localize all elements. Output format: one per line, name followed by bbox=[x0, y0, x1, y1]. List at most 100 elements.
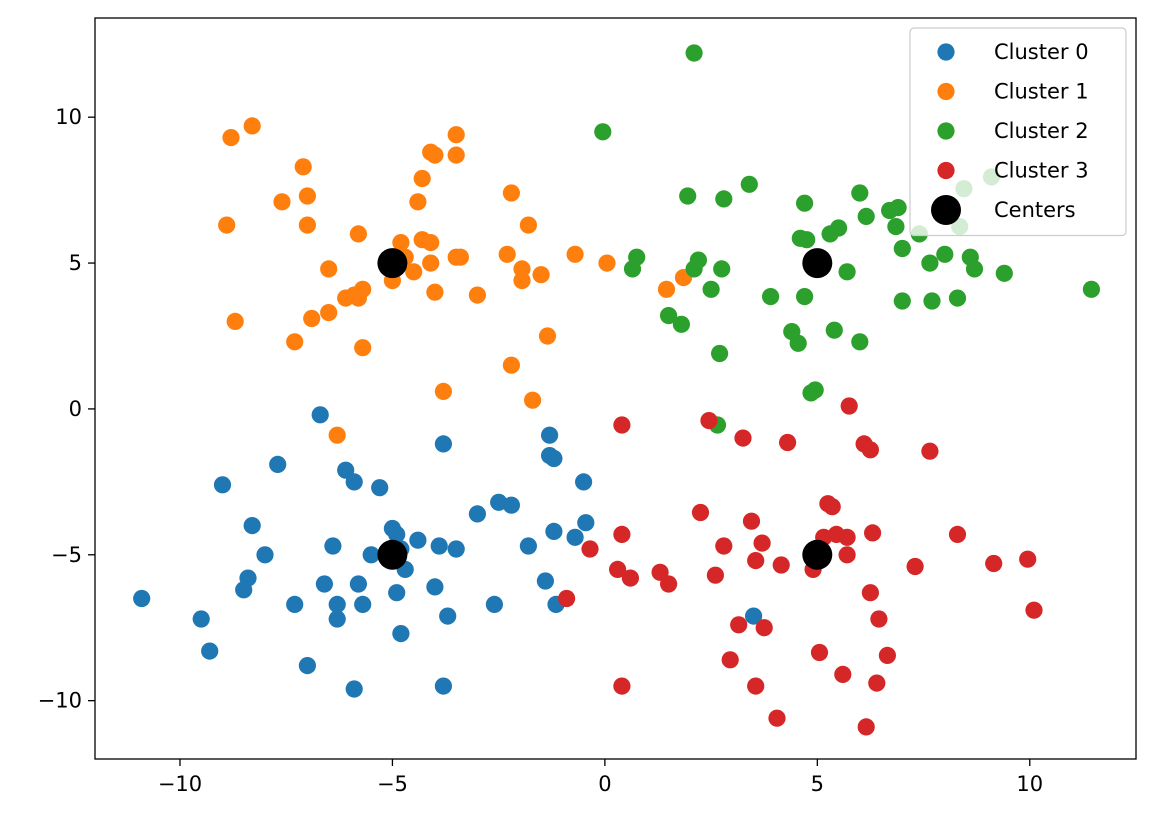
data-point-s0-40 bbox=[519, 537, 538, 555]
data-point-s0-49 bbox=[577, 514, 595, 532]
data-point-s3-22 bbox=[772, 556, 790, 574]
data-point-s0-13 bbox=[324, 537, 342, 555]
data-point-s1-8 bbox=[298, 216, 316, 234]
data-point-s3-37 bbox=[861, 584, 880, 602]
data-point-s1-0 bbox=[218, 216, 236, 234]
data-point-s1-37 bbox=[498, 245, 516, 263]
legend-label: Cluster 3 bbox=[994, 159, 1089, 183]
data-point-s0-48 bbox=[575, 473, 593, 491]
data-point-s2-9 bbox=[702, 280, 720, 298]
data-point-s0-8 bbox=[269, 455, 287, 473]
data-point-s2-2 bbox=[628, 248, 646, 266]
data-point-s0-26 bbox=[388, 584, 406, 602]
data-point-s2-3 bbox=[660, 307, 678, 325]
data-point-s1-4 bbox=[273, 193, 291, 211]
data-point-s1-35 bbox=[451, 248, 469, 266]
data-point-s1-2 bbox=[226, 312, 244, 330]
data-point-s3-23 bbox=[779, 433, 797, 452]
data-point-s3-38 bbox=[861, 441, 880, 459]
data-point-s3-41 bbox=[870, 610, 888, 628]
data-point-s0-50 bbox=[745, 607, 763, 625]
data-point-s1-18 bbox=[354, 339, 372, 357]
data-point-s1-43 bbox=[524, 391, 542, 409]
data-point-s3-36 bbox=[857, 718, 875, 736]
data-point-s3-17 bbox=[747, 552, 765, 570]
data-point-s1-7 bbox=[298, 187, 316, 205]
data-point-s2-39 bbox=[936, 245, 954, 263]
data-point-s0-35 bbox=[447, 540, 465, 558]
y-tick-label: 0 bbox=[69, 397, 82, 421]
center-point-s4-1 bbox=[802, 248, 833, 279]
data-point-s1-33 bbox=[447, 146, 465, 164]
data-point-s1-6 bbox=[294, 158, 312, 176]
data-point-s1-16 bbox=[349, 225, 367, 243]
data-point-s3-32 bbox=[838, 546, 856, 564]
data-point-s1-20 bbox=[392, 234, 410, 252]
data-point-s2-25 bbox=[825, 321, 843, 339]
data-point-s2-44 bbox=[965, 260, 984, 278]
data-point-s2-12 bbox=[713, 260, 731, 278]
legend-marker bbox=[937, 43, 955, 61]
data-point-s2-47 bbox=[1082, 280, 1100, 298]
data-point-s3-16 bbox=[742, 512, 761, 530]
data-point-s3-21 bbox=[768, 709, 786, 727]
y-tick-label: 10 bbox=[55, 105, 82, 129]
data-point-s3-9 bbox=[691, 503, 710, 522]
data-point-s2-37 bbox=[921, 254, 939, 272]
data-point-s3-18 bbox=[747, 677, 765, 695]
data-point-s3-6 bbox=[621, 569, 640, 587]
data-point-s0-39 bbox=[502, 496, 520, 514]
data-point-s0-14 bbox=[328, 595, 346, 614]
data-point-s1-24 bbox=[413, 169, 431, 188]
data-point-s2-29 bbox=[851, 333, 869, 351]
data-point-s3-31 bbox=[834, 665, 852, 684]
data-point-s2-14 bbox=[740, 175, 758, 193]
data-point-s2-30 bbox=[857, 207, 875, 225]
data-point-s2-4 bbox=[672, 315, 691, 333]
data-point-s3-46 bbox=[985, 554, 1003, 573]
center-point-s4-3 bbox=[802, 539, 833, 570]
data-point-s0-24 bbox=[388, 525, 406, 544]
data-point-s0-22 bbox=[371, 479, 389, 497]
data-point-s0-11 bbox=[311, 406, 329, 424]
data-point-s0-32 bbox=[434, 435, 452, 453]
legend-label: Cluster 0 bbox=[994, 40, 1089, 64]
data-point-s0-44 bbox=[545, 449, 563, 468]
data-point-s0-45 bbox=[545, 522, 563, 541]
data-point-s1-27 bbox=[422, 254, 440, 272]
x-tick-label: 10 bbox=[1016, 772, 1043, 796]
data-point-s0-27 bbox=[392, 625, 410, 643]
data-point-s3-10 bbox=[700, 412, 718, 430]
data-point-s3-47 bbox=[1019, 550, 1037, 568]
data-point-s3-12 bbox=[715, 537, 733, 555]
data-point-s3-26 bbox=[810, 643, 829, 662]
data-point-s3-39 bbox=[864, 524, 882, 542]
data-point-s3-48 bbox=[1025, 601, 1043, 619]
y-axis: −10 −5 0 5 10 bbox=[38, 105, 95, 713]
data-point-s0-5 bbox=[256, 546, 274, 564]
data-point-s1-32 bbox=[447, 126, 465, 144]
data-point-s3-8 bbox=[660, 575, 678, 593]
data-point-s2-23 bbox=[806, 381, 824, 399]
data-point-s3-3 bbox=[613, 525, 631, 544]
data-point-s1-23 bbox=[409, 193, 427, 211]
data-point-s2-0 bbox=[594, 123, 612, 141]
data-point-s0-47 bbox=[566, 528, 584, 546]
data-point-s1-44 bbox=[532, 266, 550, 284]
data-point-s3-29 bbox=[823, 498, 841, 516]
data-point-s0-31 bbox=[430, 537, 448, 555]
data-point-s3-5 bbox=[613, 677, 631, 695]
data-point-s3-13 bbox=[721, 651, 739, 669]
data-point-s2-17 bbox=[789, 334, 807, 352]
data-point-s0-3 bbox=[213, 476, 232, 494]
data-point-s2-21 bbox=[798, 231, 816, 249]
data-point-s1-42 bbox=[519, 216, 538, 234]
data-point-s1-29 bbox=[426, 146, 444, 164]
data-point-s1-9 bbox=[303, 309, 321, 328]
data-point-s3-34 bbox=[840, 397, 858, 415]
x-axis: −10 −5 0 5 10 bbox=[158, 759, 1043, 796]
data-point-s1-1 bbox=[222, 129, 240, 147]
data-point-s0-9 bbox=[286, 595, 304, 614]
plot-area-frame bbox=[94, 17, 1137, 760]
x-tick-label: 0 bbox=[598, 772, 611, 796]
